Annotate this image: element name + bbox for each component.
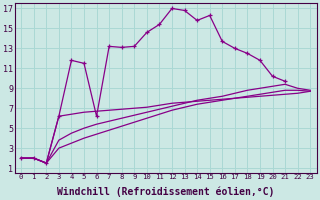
X-axis label: Windchill (Refroidissement éolien,°C): Windchill (Refroidissement éolien,°C) [57,186,274,197]
